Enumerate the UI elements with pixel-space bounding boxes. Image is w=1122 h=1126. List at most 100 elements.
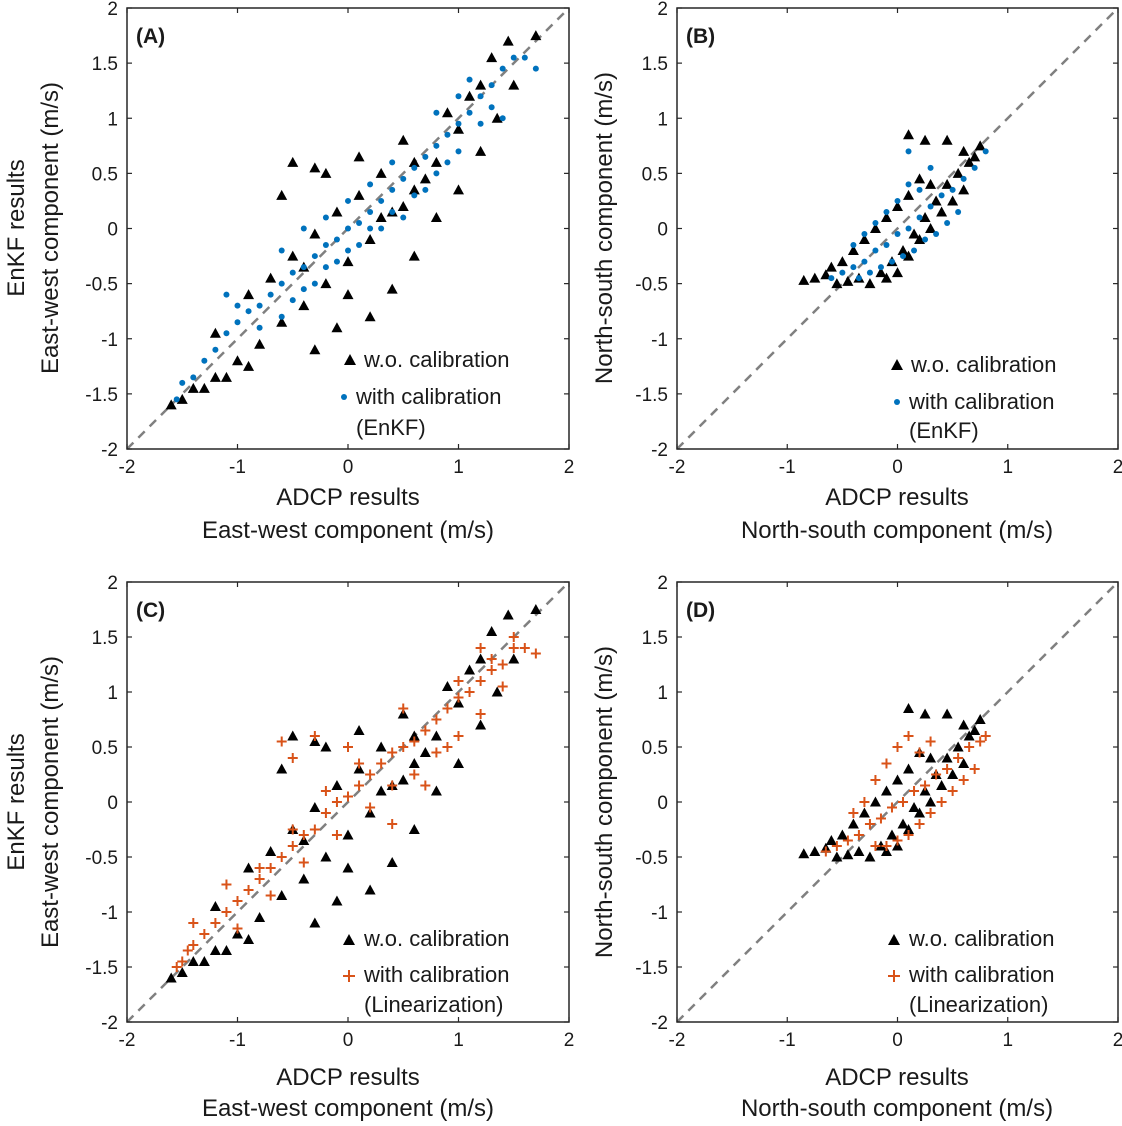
panel-a-uncalibrated-point-28 (309, 344, 321, 355)
panel-b-ylabel: North-south component (m/s) (591, 72, 618, 384)
panel-c-calibrated-point-27 (453, 692, 464, 703)
panel-a-calibrated-point-10 (278, 280, 285, 287)
panel-d-calibrated-point-16 (958, 775, 969, 785)
panel-a-calibrated-point-62 (378, 225, 385, 232)
panel-a-calibrated-point-0 (173, 396, 180, 403)
panel-d-xtick-label: 1 (1002, 1030, 1013, 1051)
panel-b-ytick-label: -2 (651, 440, 668, 461)
panel-d-uncalibrated-point-10 (908, 802, 920, 812)
panel-a-calibrated-point-52 (389, 159, 396, 166)
panel-c-calibrated-point-39 (320, 786, 331, 796)
panel-d-calibrated-point-15 (980, 731, 991, 741)
panel-a-calibrated-point-13 (311, 253, 318, 260)
panel-b-calibrated-point-6 (894, 231, 901, 238)
panel-b-calibrated-point-2 (850, 264, 857, 271)
panel-a-calibrated-point-40 (345, 247, 351, 254)
panel-c-uncalibrated-point-33 (408, 824, 420, 834)
panel-d-calibrated-point-11 (942, 764, 953, 774)
panel-b-calibrated-point-21 (888, 258, 895, 265)
panel-b-calibrated-point-14 (982, 148, 989, 155)
panel-c-uncalibrated-point-2 (187, 956, 199, 966)
panel-a-calibrated-point-29 (488, 82, 495, 89)
panel-b-calibrated-point-7 (905, 225, 912, 232)
panel-a-calibrated-point-26 (455, 120, 462, 127)
panel-a-calibrated-point-15 (333, 236, 340, 243)
panel-d-uncalibrated-point-37 (903, 824, 915, 834)
panel-a-uncalibrated-point-50 (209, 327, 221, 338)
panel-c-calibrated-point-55 (232, 923, 243, 934)
panel-d-uncalibrated-point-7 (875, 840, 887, 851)
panel-c-uncalibrated-point-25 (375, 741, 387, 752)
panel-d-uncalibrated-point-20 (958, 719, 970, 730)
panel-a-legend-entry-2: with calibration (355, 384, 502, 409)
panel-a-calibrated-point-58 (289, 297, 296, 304)
panel-a-uncalibrated-point-41 (287, 250, 299, 261)
panel-c-calibrated-point-11 (276, 852, 287, 862)
panel-b-uncalibrated-point-33 (947, 195, 959, 206)
panel-b-uncalibrated-point-3 (831, 278, 843, 289)
panel-b-calibrated-point-1 (839, 269, 846, 276)
panel-b-uncalibrated-point-21 (969, 151, 981, 162)
panel-a-legend-entry-2-line2: (EnKF) (356, 415, 426, 440)
panel-a-uncalibrated-point-4 (209, 371, 221, 382)
panel-a-uncalibrated-point-26 (397, 134, 409, 145)
panel-a-calibrated-point-16 (345, 225, 351, 232)
panel-a-uncalibrated-point-1 (176, 393, 188, 404)
panel-d-axes (676, 581, 1119, 1023)
panel-d-uncalibrated-point-36 (914, 807, 926, 818)
panel-d-ytick-label: 1 (657, 683, 668, 704)
panel-d-calibrated-point-19 (925, 808, 936, 818)
panel-a-uncalibrated-point-23 (320, 167, 332, 178)
panel-a-calibrated-point-51 (367, 181, 374, 188)
panel-c-calibrated-point-29 (475, 676, 486, 686)
panel-d-uncalibrated-point-21 (969, 725, 981, 735)
panel-a-calibrated-point-4 (212, 346, 219, 353)
panel-d-calibrated-point-3 (853, 830, 864, 840)
panel-a-calibrated-point-2 (190, 374, 197, 381)
panel-b-calibrated-point-30 (861, 231, 868, 238)
panel-c-calibrated-point-36 (221, 879, 232, 890)
panel-a-uncalibrated-point-29 (331, 322, 343, 333)
panel-c-uncalibrated-point-3 (198, 956, 210, 966)
panel-b-uncalibrated-point-39 (880, 272, 892, 283)
panel-a-calibrated-point-34 (223, 291, 230, 298)
panel-d-calibrated-point-14 (975, 736, 986, 747)
panel-d-xtick-label: 0 (892, 1030, 903, 1051)
panel-b-calibrated-point-19 (911, 247, 918, 254)
panel-c-calibrated-point-40 (354, 758, 365, 769)
panel-b-calibrated-point-23 (866, 269, 873, 276)
panel-a-uncalibrated-point-6 (254, 338, 266, 349)
panel-c-calibrated-point-57 (298, 857, 309, 868)
panel-d-calibrated-point-24 (870, 841, 881, 851)
panel-b-calibrated-point-28 (883, 208, 890, 215)
panel-b-calibrated-point-9 (927, 203, 934, 210)
panel-d-letter: (D) (686, 599, 715, 622)
panel-d-uncalibrated-point-16 (974, 714, 986, 724)
panel-c-uncalibrated-point-48 (220, 945, 232, 955)
panel-b-legend-entry-2: with calibration (908, 389, 1055, 414)
panel-b-uncalibrated-point-23 (836, 256, 848, 267)
panel-c-legend-entry-1: w.o. calibration (363, 926, 510, 951)
panel-b-uncalibrated-point-34 (958, 184, 970, 195)
panel-a-uncalibrated-point-44 (353, 189, 365, 200)
panel-a-legend-entry-1: w.o. calibration (363, 347, 510, 372)
panel-c-calibrated-point-6 (221, 907, 232, 917)
panel-a-calibrated-point-63 (400, 214, 407, 221)
panel-c-calibrated-point-54 (508, 632, 519, 642)
panel-b-xtick-label: 1 (1002, 457, 1013, 478)
panel-d-calibrated-point-0 (820, 846, 831, 857)
panel-a-calibrated-point-22 (411, 164, 418, 171)
panel-c-uncalibrated-point-42 (309, 802, 321, 812)
panel-a-calibrated-point-6 (234, 319, 241, 326)
panel-a-calibrated-point-60 (333, 258, 340, 265)
panel-b-xtick-label: 0 (892, 457, 903, 478)
panel-c-legend-entry-2-line2: (Linearization) (364, 992, 503, 1017)
panel-c-calibrated-point-15 (320, 808, 331, 818)
panel-d-uncalibrated-point-27 (880, 785, 892, 796)
panel-d-ytick-label: 0.5 (642, 738, 668, 759)
panel-a-calibrated-point-49 (322, 214, 329, 221)
panel-c-calibrated-point-31 (497, 659, 508, 670)
panel-c-calibrated-point-53 (486, 654, 497, 664)
panel-c-uncalibrated-point-16 (475, 653, 487, 664)
